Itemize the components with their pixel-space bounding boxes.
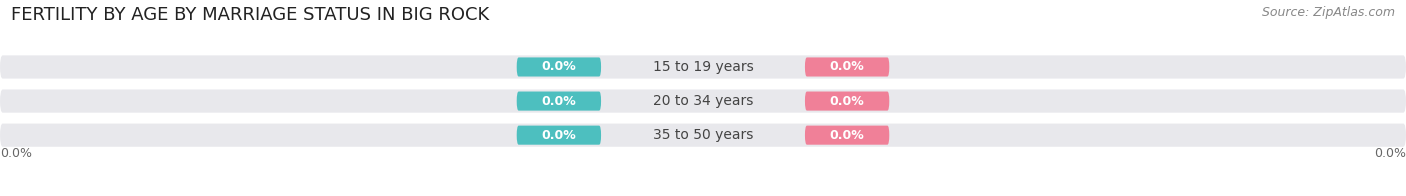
FancyBboxPatch shape (0, 123, 1406, 147)
FancyBboxPatch shape (0, 55, 1406, 79)
FancyBboxPatch shape (0, 90, 1406, 113)
FancyBboxPatch shape (517, 126, 602, 145)
Text: 35 to 50 years: 35 to 50 years (652, 128, 754, 142)
FancyBboxPatch shape (517, 57, 602, 76)
Text: 0.0%: 0.0% (0, 147, 32, 160)
Text: 0.0%: 0.0% (830, 61, 865, 74)
Text: 20 to 34 years: 20 to 34 years (652, 94, 754, 108)
FancyBboxPatch shape (517, 92, 602, 111)
Text: 0.0%: 0.0% (830, 94, 865, 108)
FancyBboxPatch shape (804, 92, 890, 111)
Text: Source: ZipAtlas.com: Source: ZipAtlas.com (1261, 6, 1395, 19)
Text: 0.0%: 0.0% (541, 94, 576, 108)
Text: 0.0%: 0.0% (541, 61, 576, 74)
Text: 15 to 19 years: 15 to 19 years (652, 60, 754, 74)
Text: FERTILITY BY AGE BY MARRIAGE STATUS IN BIG ROCK: FERTILITY BY AGE BY MARRIAGE STATUS IN B… (11, 6, 489, 24)
FancyBboxPatch shape (804, 57, 890, 76)
FancyBboxPatch shape (804, 126, 890, 145)
Text: 0.0%: 0.0% (830, 129, 865, 142)
Text: 0.0%: 0.0% (1374, 147, 1406, 160)
Text: 0.0%: 0.0% (541, 129, 576, 142)
